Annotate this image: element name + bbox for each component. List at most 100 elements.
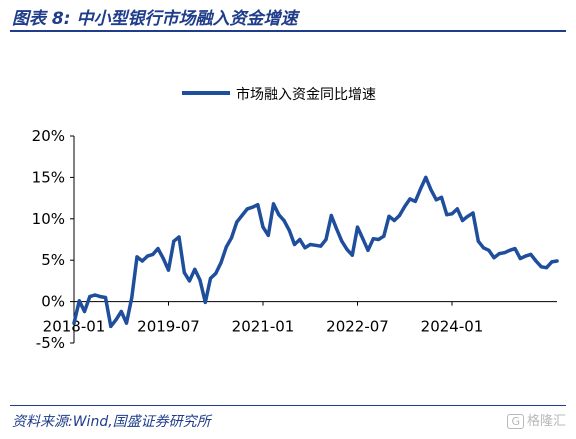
title-divider [10,30,566,32]
data-point [413,199,417,203]
data-point [329,213,333,218]
watermark-logo: G 格隆汇 [507,410,566,429]
data-point [387,214,391,218]
data-point [539,265,543,269]
data-point [418,187,423,191]
figure-title: 图表 8: 中小型银行市场融入资金增速 [12,9,298,29]
data-point [555,259,559,263]
data-point [487,248,491,252]
data-point [219,261,223,265]
data-point [214,271,218,275]
data-point [471,211,475,215]
data-point [355,225,360,229]
data-point [282,218,286,223]
data-point [340,239,344,243]
data-point [256,203,260,207]
data-point [93,293,97,297]
data-point [151,252,155,256]
data-point [119,309,123,314]
data-point [376,237,381,242]
y-tick-label: 15% [32,168,65,186]
data-point [130,295,134,300]
source-note: 资料来源:Wind,国盛证券研究所 [12,414,211,430]
data-point [492,256,496,260]
data-point [156,247,160,251]
data-point [193,267,197,271]
data-point [345,247,349,251]
data-point [82,309,87,314]
data-point [187,279,192,283]
data-point [334,227,339,231]
data-point [366,248,370,252]
data-point [544,266,549,270]
data-point [177,235,181,239]
data-point [72,321,76,325]
data-point [455,207,459,211]
data-point [198,278,202,282]
data-point [319,244,323,248]
data-point [292,242,297,247]
x-tick-label: 2022-07 [326,318,389,336]
data-point [397,213,402,218]
legend-label: 市场融入资金同比增速 [236,86,376,103]
data-point [350,253,354,257]
data-point [371,237,375,241]
data-point [182,271,186,275]
data-point [103,295,108,300]
data-point [140,259,144,263]
y-tick-label: 0% [41,293,65,311]
x-tick-label: 2021-01 [232,318,295,336]
data-point [250,205,255,209]
data-point [208,276,213,280]
data-point [523,254,528,258]
data-point [229,236,234,240]
data-point [518,256,522,261]
data-point [361,237,365,241]
data-point [529,252,533,256]
data-point [534,259,538,263]
data-point [240,213,244,218]
data-point [445,213,449,217]
y-tick-label: 10% [32,210,65,228]
data-point [114,318,118,322]
data-point [98,295,102,299]
data-point [481,246,486,250]
data-point [324,237,328,242]
data-point [235,220,239,224]
data-point [245,207,249,211]
x-tick-label: 2024-01 [421,318,484,336]
data-point [439,195,444,199]
data-point [298,237,302,242]
data-point [466,214,470,218]
y-tick-label: 20% [32,127,65,145]
x-tick-label: 2019-07 [137,318,200,336]
data-point [161,256,165,261]
data-point [287,228,291,232]
data-point [392,218,396,223]
data-point [408,197,412,201]
data-point [88,295,92,299]
data-point [434,198,438,202]
series-line [72,175,559,329]
data-point [203,300,207,304]
data-point [429,188,433,192]
data-point [403,204,407,208]
x-tick-label: 2018-01 [43,318,106,336]
watermark-icon: G [507,414,524,429]
data-point [277,213,281,217]
data-point [135,255,139,259]
data-point [550,260,554,264]
data-point [476,239,480,243]
data-point [271,202,276,206]
chart-series [72,175,559,329]
chart-legend: 市场融入资金同比增速 [182,86,376,103]
source-divider [10,405,566,406]
data-point [513,247,517,251]
data-point [172,239,176,243]
data-point [303,246,307,250]
data-point [460,218,465,223]
data-point [450,212,454,216]
data-point [313,243,318,247]
watermark-text: 格隆汇 [526,414,566,429]
